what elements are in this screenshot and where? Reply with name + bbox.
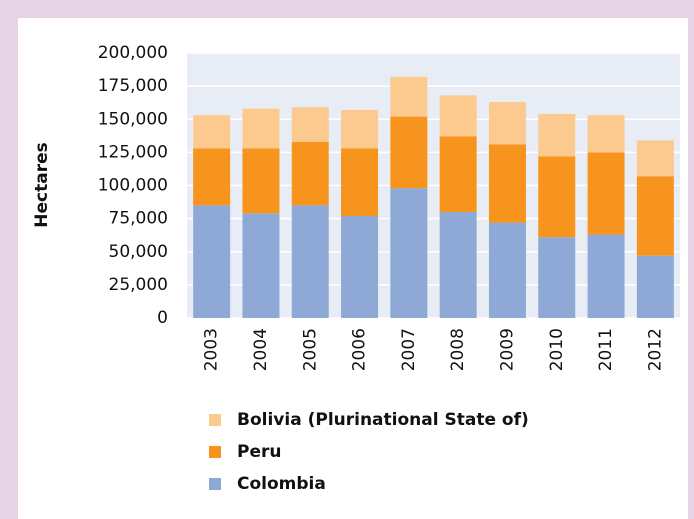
y-tick-label: 125,000	[98, 142, 168, 162]
bar-segment	[390, 188, 428, 318]
bar-segment	[488, 144, 526, 223]
bar-segment	[538, 237, 576, 318]
bar-segment	[636, 176, 674, 256]
bar-segment	[439, 136, 477, 212]
bar-segment	[193, 115, 231, 149]
bar-segment	[291, 107, 329, 142]
y-tick-label: 150,000	[98, 109, 168, 129]
x-tick-label: 2010	[547, 328, 567, 371]
bar-segment	[439, 212, 477, 318]
y-tick-label: 25,000	[109, 275, 168, 295]
legend-label: Bolivia (Plurinational State of)	[237, 410, 529, 430]
y-axis-label: Hectares	[32, 142, 52, 227]
bar-segment	[242, 108, 280, 149]
bar-segment	[341, 215, 379, 318]
bar-segment	[488, 222, 526, 318]
bar-segment	[636, 255, 674, 318]
bar-segment	[538, 113, 576, 157]
bar-segment	[193, 148, 231, 206]
y-tick-label: 100,000	[98, 176, 168, 196]
legend-swatch	[209, 478, 221, 490]
bar-segment	[341, 148, 379, 216]
y-tick-label: 200,000	[98, 43, 168, 63]
y-tick-label: 75,000	[109, 209, 168, 229]
y-tick-label: 0	[157, 308, 168, 328]
x-tick-label: 2006	[350, 328, 370, 371]
bar-segment	[488, 102, 526, 145]
bar-segment	[341, 109, 379, 149]
bar-segment	[390, 116, 428, 189]
bar-segment	[242, 213, 280, 318]
x-tick-label: 2012	[645, 328, 665, 371]
y-tick-label: 175,000	[98, 76, 168, 96]
bar-segment	[587, 115, 625, 153]
legend-label: Colombia	[237, 474, 326, 494]
bar-segment	[587, 234, 625, 318]
bar-segment	[439, 95, 477, 137]
bar-segment	[193, 205, 231, 318]
x-tick-label: 2009	[497, 328, 517, 371]
x-tick-label: 2005	[300, 328, 320, 371]
bar-segment	[636, 140, 674, 177]
bar-segment	[587, 152, 625, 235]
bar-segment	[291, 205, 329, 318]
bar-segment	[538, 156, 576, 238]
x-tick-label: 2008	[448, 328, 468, 371]
x-tick-label: 2004	[251, 328, 271, 371]
bar-segment	[390, 76, 428, 117]
x-tick-label: 2007	[399, 328, 419, 371]
x-tick-label: 2003	[202, 328, 222, 371]
y-tick-label: 50,000	[109, 242, 168, 262]
legend-swatch	[209, 414, 221, 426]
bar-segment	[291, 141, 329, 206]
legend-swatch	[209, 446, 221, 458]
x-tick-label: 2011	[596, 328, 616, 371]
bar-segment	[242, 148, 280, 214]
legend-label: Peru	[237, 442, 281, 462]
